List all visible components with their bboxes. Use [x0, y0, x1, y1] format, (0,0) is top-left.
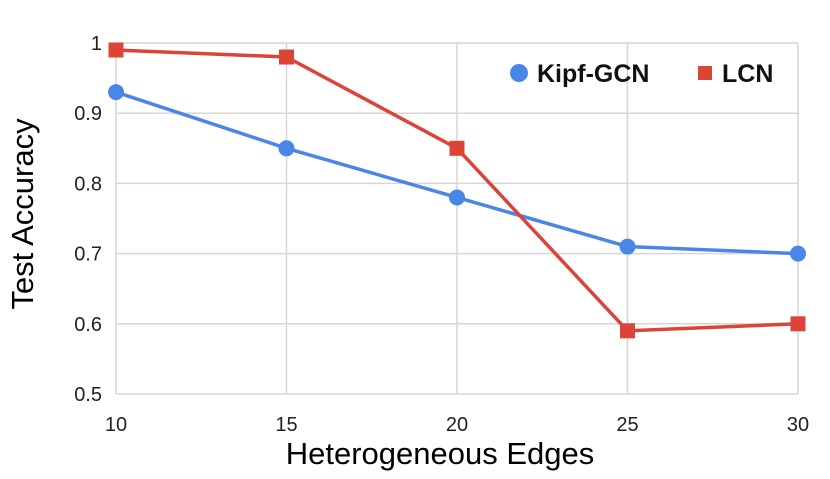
series-layer [108, 42, 806, 339]
x-tick-label: 30 [787, 414, 809, 436]
x-tick-label: 10 [105, 414, 127, 436]
x-axis-title: Heterogeneous Edges [286, 436, 595, 471]
y-tick-label: 0.7 [74, 244, 102, 266]
data-point-square [108, 42, 124, 58]
data-point-circle [619, 238, 636, 255]
series-lcn [108, 42, 806, 339]
y-tick-label: 0.9 [74, 103, 102, 125]
x-axis-ticks: 10 15 20 25 30 [105, 414, 809, 436]
data-point-square [279, 49, 294, 65]
y-tick-label: 1 [91, 33, 102, 55]
legend-label: Kipf-GCN [537, 60, 649, 88]
data-point-square [449, 140, 465, 156]
y-axis-ticks: 0.5 0.6 0.7 0.8 0.9 1 [74, 33, 102, 406]
x-tick-label: 15 [275, 414, 297, 436]
data-point-circle [449, 189, 465, 206]
series-kipf-gcn [108, 84, 806, 262]
x-tick-label: 25 [616, 414, 638, 436]
legend-label: LCN [722, 60, 773, 88]
data-point-square [790, 316, 806, 332]
legend: Kipf-GCN LCN [510, 60, 773, 88]
y-axis-title: Test Accuracy [5, 118, 40, 310]
data-point-circle [108, 84, 124, 101]
y-tick-label: 0.5 [74, 384, 102, 406]
y-tick-label: 0.8 [74, 173, 102, 195]
y-tick-label: 0.6 [74, 314, 102, 336]
data-point-circle [278, 140, 295, 157]
legend-symbol-square [698, 66, 712, 80]
legend-symbol-circle [510, 64, 528, 82]
grid [115, 42, 799, 395]
x-tick-label: 20 [446, 414, 468, 436]
data-point-square [620, 323, 635, 339]
data-point-circle [790, 245, 806, 262]
